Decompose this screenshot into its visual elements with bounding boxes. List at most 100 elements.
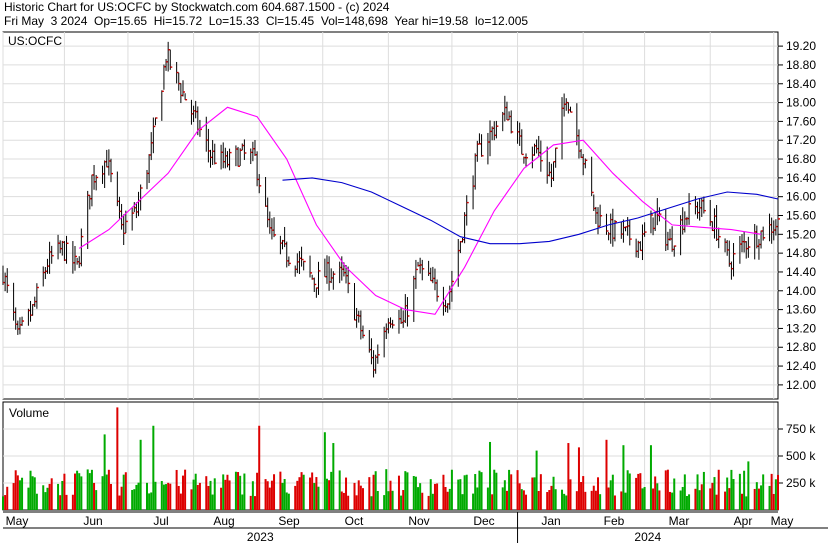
volume-bar — [620, 491, 623, 510]
month-label: Jan — [541, 514, 560, 528]
price-bar — [362, 325, 365, 339]
volume-bar — [607, 487, 610, 510]
volume-bar — [552, 476, 555, 510]
price-bar — [243, 139, 247, 160]
month-label: Nov — [408, 514, 429, 528]
volume-bar — [427, 495, 430, 510]
volume-bar — [86, 469, 89, 510]
volume-bar — [361, 488, 364, 510]
volume-bar — [520, 489, 523, 510]
volume-bar — [88, 473, 91, 510]
price-bar — [599, 204, 603, 227]
price-bar — [481, 134, 484, 157]
volume-bar — [357, 480, 360, 510]
volume-bar — [184, 469, 187, 510]
volume-bar — [139, 439, 142, 510]
volume-bar — [4, 495, 7, 510]
volume-bar — [486, 487, 489, 510]
price-bar — [703, 196, 706, 214]
volume-bar — [444, 487, 447, 510]
price-bar — [176, 61, 179, 84]
volume-bar — [18, 480, 21, 510]
volume-bar — [472, 493, 475, 510]
price-bar — [584, 158, 588, 169]
volume-bar — [90, 469, 93, 510]
month-label: Jul — [153, 514, 168, 528]
volume-bar — [118, 495, 121, 510]
volume-bar — [503, 480, 506, 510]
month-label: Apr — [734, 514, 753, 528]
volume-bar — [641, 488, 644, 510]
price-bar — [237, 146, 241, 167]
volume-bar — [567, 443, 570, 510]
volume-bar — [122, 474, 125, 510]
price-bar — [21, 316, 25, 326]
volume-bar — [124, 472, 127, 510]
volume-bar — [436, 483, 439, 510]
volume-bar — [584, 491, 587, 510]
volume-bar — [726, 477, 729, 510]
volume-bar — [340, 491, 343, 510]
volume-bar — [611, 474, 614, 510]
volume-bar — [294, 485, 297, 510]
volume-bar — [649, 445, 652, 510]
volume-bar — [152, 425, 155, 510]
volume-tick-label: 750 k — [786, 422, 816, 436]
price-bar — [169, 49, 173, 70]
volume-bar — [207, 485, 210, 510]
volume-bar — [6, 486, 9, 510]
moving-average-line-2 — [282, 177, 779, 245]
chart-header-line2: Fri May 3 2024 Op=15.65 Hi=15.72 Lo=15.3… — [4, 14, 529, 28]
volume-bar — [694, 488, 697, 510]
volume-bar — [355, 495, 358, 510]
volume-bar — [167, 482, 170, 510]
price-bar — [318, 261, 321, 295]
volume-bar — [270, 480, 273, 510]
volume-bar — [150, 492, 153, 510]
price-bar — [36, 283, 39, 309]
volume-bar — [459, 479, 462, 510]
volume-bar — [135, 484, 138, 510]
volume-bar — [160, 481, 163, 510]
volume-bar — [537, 491, 540, 510]
price-tick-label: 14.40 — [786, 265, 816, 279]
volume-bar — [387, 491, 390, 510]
volume-bar — [531, 477, 534, 510]
volume-bar — [105, 474, 108, 510]
month-label: Aug — [213, 514, 234, 528]
volume-bar — [228, 480, 231, 510]
price-bar — [733, 243, 736, 277]
volume-bar — [637, 473, 640, 510]
volume-bar — [101, 476, 104, 510]
price-bar — [476, 140, 480, 162]
volume-bar — [480, 472, 483, 510]
volume-bar — [429, 479, 432, 510]
volume-bar — [404, 471, 407, 510]
volume-bar — [61, 480, 64, 510]
volume-bar — [190, 489, 193, 510]
volume-bar — [93, 482, 96, 510]
volume-bar — [508, 469, 511, 510]
volume-bar — [57, 483, 60, 510]
price-bar — [66, 235, 69, 264]
volume-bar — [417, 487, 420, 510]
volume-bar — [131, 489, 134, 510]
volume-bar — [628, 473, 631, 510]
volume-tick-label: 250 k — [786, 476, 816, 490]
price-bar — [777, 208, 780, 237]
volume-bar — [368, 477, 371, 510]
volume-bar — [539, 474, 542, 510]
volume-bar — [296, 480, 299, 510]
volume-bar — [175, 469, 178, 510]
volume-bar — [309, 477, 312, 510]
volume-bar — [450, 469, 453, 510]
volume-bar — [683, 474, 686, 510]
price-bar — [718, 227, 721, 249]
volume-bar — [698, 490, 701, 510]
price-tick-label: 16.40 — [786, 171, 816, 185]
price-tick-label: 14.80 — [786, 246, 816, 260]
volume-bar — [283, 479, 286, 510]
volume-bar — [518, 483, 521, 510]
volume-bar — [73, 473, 76, 510]
volume-bar — [42, 485, 45, 510]
